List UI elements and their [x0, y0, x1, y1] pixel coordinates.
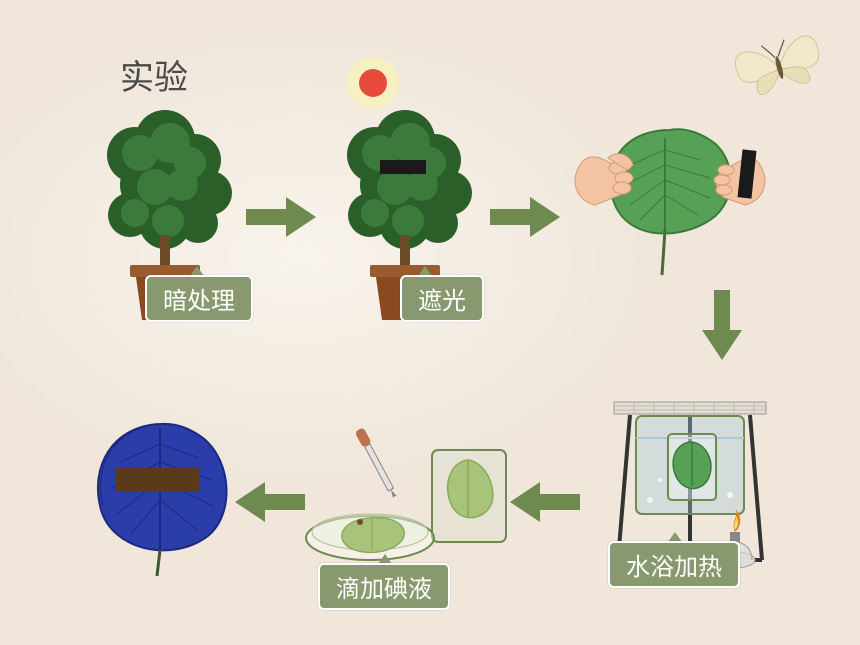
page-title: 实验	[120, 50, 188, 99]
arrow-left-1	[510, 480, 580, 529]
label-dark-treatment: 暗处理	[145, 275, 253, 322]
step-result	[75, 410, 245, 585]
label-iodine: 滴加碘液	[318, 563, 450, 610]
step-remove-strip	[560, 110, 780, 285]
step-iodine	[300, 420, 520, 585]
arrow-right-2	[490, 195, 560, 244]
label-water-bath: 水浴加热	[608, 541, 740, 588]
butterfly-icon	[721, 18, 838, 121]
arrow-down	[700, 290, 744, 365]
sun-icon	[345, 55, 401, 111]
arrow-left-2	[235, 480, 305, 529]
arrow-right-1	[246, 195, 316, 244]
step-water-bath	[590, 360, 770, 560]
label-shade: 遮光	[400, 275, 484, 322]
